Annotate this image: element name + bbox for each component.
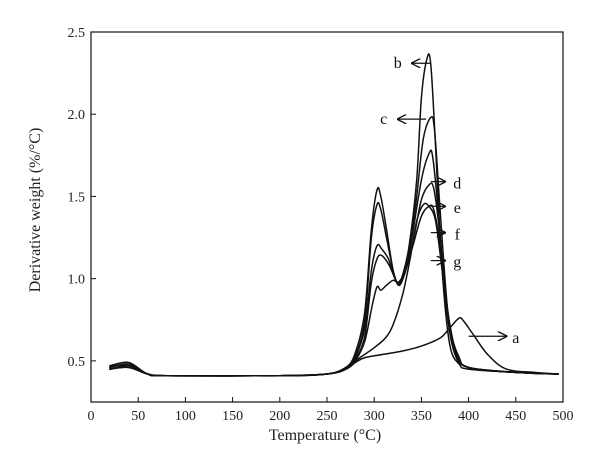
y-tick-label: 0.5 — [68, 355, 86, 370]
series-line-e — [109, 182, 560, 377]
x-tick-label: 350 — [411, 409, 432, 424]
x-tick-label: 150 — [222, 409, 243, 424]
x-axis-title: Temperature (°C) — [269, 427, 381, 444]
x-tick-label: 0 — [88, 409, 95, 424]
x-tick-label: 250 — [317, 409, 338, 424]
x-tick-label: 50 — [131, 409, 145, 424]
x-tick-label: 400 — [458, 409, 479, 424]
x-tick-label: 300 — [364, 409, 385, 424]
x-tick-label: 200 — [269, 409, 290, 424]
series-label-e: e — [454, 200, 461, 217]
series-line-g — [109, 202, 560, 377]
axes: 0 50 100 150 200 250 300 350 400 450 500 0.5 1.0 1.5 2… — [68, 26, 574, 424]
y-tick-label: 1.0 — [68, 273, 86, 288]
y-tick-label: 2.0 — [68, 108, 86, 123]
series-label-f: f — [455, 226, 461, 243]
series-label-a: a — [512, 330, 519, 347]
x-tick-label: 450 — [505, 409, 526, 424]
y-tick-label: 2.5 — [68, 26, 86, 41]
series-line-b — [109, 53, 560, 377]
x-tick-label: 500 — [553, 409, 574, 424]
series-lines — [109, 53, 560, 377]
plot-frame — [90, 31, 564, 403]
x-tick-label: 100 — [175, 409, 196, 424]
series-label-d: d — [453, 175, 461, 192]
series-line-d — [109, 149, 560, 377]
series-line-c — [109, 115, 560, 377]
series-label-b: b — [394, 55, 402, 72]
series-label-c: c — [380, 111, 387, 128]
series-label-g: g — [453, 254, 461, 271]
series-line-f — [109, 204, 560, 377]
y-tick-label: 1.5 — [68, 190, 86, 205]
series-line-a — [109, 317, 560, 377]
y-axis-title: Derivative weight (%/°C) — [27, 128, 44, 293]
